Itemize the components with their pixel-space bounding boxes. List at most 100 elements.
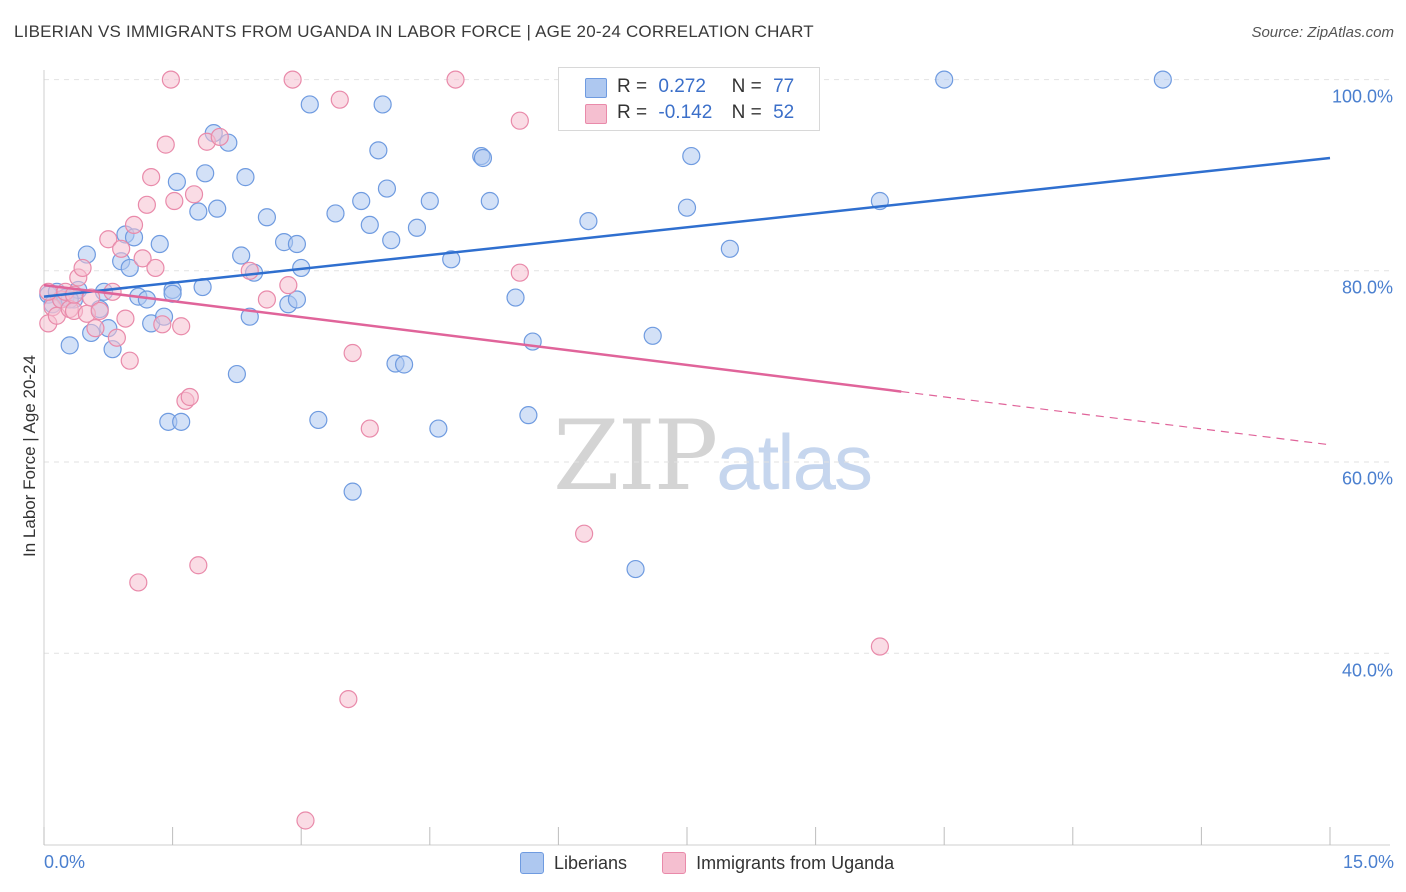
point-uganda <box>137 195 156 214</box>
x-tick-label-max: 15.0% <box>1342 852 1394 872</box>
point-uganda <box>330 90 349 109</box>
trend-line-uganda <box>43 283 902 393</box>
trend-line-dashed-uganda <box>901 390 1331 446</box>
point-uganda <box>343 343 362 363</box>
point-liberians <box>369 141 388 160</box>
point-liberians <box>150 234 169 254</box>
point-liberians <box>506 288 525 307</box>
point-uganda <box>510 263 529 282</box>
point-uganda <box>107 328 126 347</box>
point-uganda <box>870 637 890 656</box>
x-tick-label-min: 0.0% <box>44 852 86 872</box>
point-liberians <box>287 234 307 254</box>
point-uganda <box>116 309 135 328</box>
point-liberians <box>935 70 954 89</box>
point-liberians <box>420 191 439 211</box>
point-uganda <box>257 290 277 309</box>
point-uganda <box>283 70 302 89</box>
point-uganda <box>339 689 358 709</box>
point-liberians <box>343 482 362 501</box>
point-uganda <box>360 419 379 438</box>
point-liberians <box>352 191 371 211</box>
point-liberians <box>120 258 139 278</box>
series-legend-liberians[interactable]: Liberians <box>520 852 627 874</box>
point-liberians <box>677 198 697 217</box>
y-tick-label-40: 40.0% <box>1341 660 1393 681</box>
point-liberians <box>172 412 191 431</box>
point-uganda <box>156 135 175 154</box>
legend-n-label: N = <box>731 102 762 123</box>
point-liberians <box>167 172 186 191</box>
series-label-liberians: Liberians <box>554 852 628 873</box>
point-uganda <box>142 168 161 187</box>
series-legend: Liberians Immigrants from Uganda <box>520 852 924 879</box>
point-liberians <box>1153 70 1172 89</box>
point-liberians <box>227 364 246 384</box>
point-uganda <box>90 301 109 321</box>
y-tick-label-80: 80.0% <box>1341 277 1393 298</box>
point-liberians <box>682 146 701 166</box>
point-uganda <box>146 258 165 278</box>
legend-row-liberians: R = 0.272 N = 77 <box>617 76 794 98</box>
point-uganda <box>575 524 594 543</box>
point-liberians <box>60 336 79 355</box>
legend-n-value: 77 <box>773 76 795 97</box>
point-uganda <box>129 573 148 592</box>
point-uganda <box>180 387 199 407</box>
point-uganda <box>161 70 180 89</box>
point-liberians <box>519 406 538 425</box>
point-uganda <box>82 288 101 307</box>
point-uganda <box>112 239 131 258</box>
point-uganda <box>86 319 105 338</box>
point-liberians <box>394 355 414 374</box>
point-liberians <box>208 199 227 218</box>
point-liberians <box>287 290 307 309</box>
point-liberians <box>236 168 255 187</box>
point-uganda <box>189 556 208 575</box>
point-uganda <box>165 191 184 211</box>
point-liberians <box>720 239 739 258</box>
chart-title: LIBERIAN VS IMMIGRANTS FROM UGANDA IN LA… <box>14 22 814 41</box>
point-liberians <box>309 410 328 430</box>
point-liberians <box>407 218 427 237</box>
point-liberians <box>373 95 392 114</box>
point-liberians <box>326 204 345 223</box>
legend-row-uganda: R = -0.142 N = 52 <box>617 102 794 124</box>
legend-r-value: 0.272 <box>658 76 706 97</box>
legend-swatch-uganda <box>585 104 607 124</box>
point-liberians <box>232 246 251 265</box>
point-liberians <box>189 202 208 221</box>
series-swatch-uganda <box>662 852 687 874</box>
legend-r-value: -0.142 <box>658 102 713 123</box>
point-uganda <box>172 317 191 336</box>
point-liberians <box>480 191 499 211</box>
point-uganda <box>184 185 204 204</box>
point-uganda <box>99 230 118 249</box>
point-liberians <box>442 250 461 269</box>
point-liberians <box>377 179 397 198</box>
stats-legend: R = 0.272 N = 77 R = -0.142 N = 52 <box>558 67 820 131</box>
legend-r-label: R = <box>617 76 648 97</box>
point-uganda <box>124 215 144 235</box>
legend-r-label: R = <box>617 102 648 123</box>
y-tick-label-100: 100.0% <box>1331 86 1393 107</box>
point-liberians <box>643 326 662 345</box>
legend-n-value: 52 <box>773 102 795 123</box>
point-liberians <box>626 559 645 579</box>
point-liberians <box>473 148 493 168</box>
point-uganda <box>446 70 465 89</box>
series-swatch-liberians <box>520 852 544 874</box>
point-uganda <box>73 258 92 278</box>
legend-swatch-liberians <box>585 78 607 98</box>
watermark-zip: ZIP <box>553 400 718 512</box>
legend-n-label: N = <box>731 76 762 97</box>
series-legend-uganda[interactable]: Immigrants from Uganda <box>662 852 894 874</box>
point-liberians <box>300 95 319 114</box>
point-liberians <box>360 215 379 235</box>
point-uganda <box>210 127 229 147</box>
point-uganda <box>510 111 529 130</box>
point-uganda <box>153 315 172 334</box>
point-uganda <box>133 249 152 268</box>
point-uganda <box>296 811 315 830</box>
